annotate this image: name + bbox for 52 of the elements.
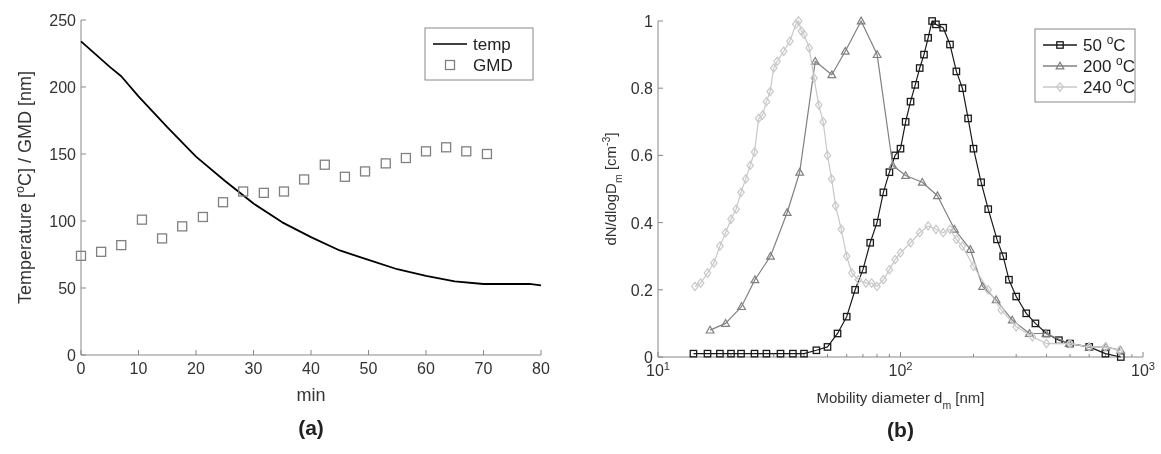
point [75, 250, 87, 261]
x-tick-label: 40 [302, 360, 320, 377]
line-series [80, 40, 542, 287]
legend-label: temp [473, 35, 511, 54]
point [258, 187, 269, 199]
legend-label: 240 $^{o}$C [1083, 75, 1135, 97]
y-tick-label: 0.2 [630, 281, 654, 299]
legend-label: 50 $^{o}$C [1083, 33, 1126, 55]
y-tick-label: 0.6 [630, 147, 654, 165]
point [359, 166, 371, 177]
point [217, 197, 229, 208]
x-tick-label: 30 [244, 360, 263, 377]
x-axis-title: Mobility diameter d$_{m}$ [nm] [816, 389, 985, 411]
x-axis-title: min [296, 385, 326, 405]
x-tick-label: 20 [187, 360, 205, 377]
x-tick-label: 60 [417, 360, 435, 377]
point [136, 214, 148, 225]
point [461, 146, 472, 157]
y-tick-label: 200 [49, 79, 77, 96]
point [177, 221, 188, 232]
legend-label: GMD [473, 56, 513, 75]
y-tick-label: 1 [644, 13, 654, 30]
point [156, 233, 168, 244]
y-tick-label: 0 [67, 347, 77, 364]
x-tick-label: 10 [129, 360, 148, 377]
point [380, 158, 391, 169]
y-tick-label: 150 [49, 146, 77, 163]
point [238, 186, 249, 197]
point [197, 211, 209, 223]
x-tick-label: 10$^{3}$ [1130, 360, 1156, 379]
point [481, 148, 493, 160]
point [440, 142, 452, 153]
text: (b) [887, 418, 914, 441]
x-tick-label: 80 [532, 360, 550, 377]
y-tick-label: 50 [58, 280, 77, 297]
point [278, 186, 290, 197]
legend-label: 200 $^{o}$C [1083, 54, 1135, 76]
point [420, 146, 432, 157]
point [400, 152, 412, 164]
x-tick-label: 70 [474, 360, 493, 377]
y-tick-label: 250 [49, 12, 77, 29]
point [319, 159, 330, 170]
point [339, 171, 351, 182]
point [116, 239, 127, 251]
y-tick-label: 0.4 [630, 214, 654, 232]
x-tick-label: 10$^{2}$ [888, 360, 913, 379]
y-tick-label: 0.8 [630, 80, 654, 98]
point [95, 246, 107, 257]
point [298, 174, 310, 185]
x-tick-label: 50 [359, 360, 378, 377]
y-tick-label: 100 [49, 213, 77, 230]
text: (a) [298, 416, 324, 439]
